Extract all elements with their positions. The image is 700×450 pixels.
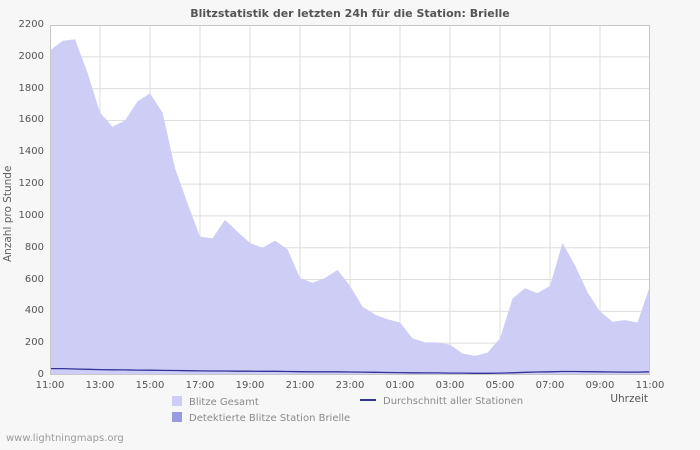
legend-label-detektierte: Detektierte Blitze Station Brielle [189,413,351,424]
watermark-url: www.lightningmaps.org [6,433,124,444]
y-tick-label: 2200 [18,19,44,30]
x-tick-label: 21:00 [285,380,315,391]
x-tick-label: 23:00 [335,380,365,391]
x-tick-label: 05:00 [485,380,515,391]
x-tick-label: 13:00 [85,380,115,391]
y-tick-label: 1800 [18,82,44,94]
x-tick-label: 11:00 [635,380,665,391]
y-tick-label: 2000 [18,50,44,62]
x-tick-label: 19:00 [235,380,265,391]
y-tick-label: 0 [37,369,44,380]
legend-item-detektierte: Detektierte Blitze Station Brielle [172,412,350,424]
x-axis-label: Uhrzeit [610,393,648,405]
x-tick-label: 07:00 [535,380,565,391]
y-tick-label: 1600 [18,114,44,126]
y-tick-label: 400 [24,305,44,317]
chart-plot-area [50,25,650,375]
legend-line-durchschnitt [360,399,376,401]
y-tick-label: 200 [24,337,44,349]
x-tick-label: 17:00 [185,380,215,391]
x-tick-label: 09:00 [585,380,615,391]
legend-item-durchschnitt: Durchschnitt aller Stationen [360,396,523,408]
x-tick-label: 11:00 [35,380,65,391]
legend-swatch-detektierte [172,412,182,422]
y-tick-label: 1000 [18,209,44,221]
legend-swatch-blitze-gesamt [172,396,182,406]
x-tick-label: 01:00 [385,380,415,391]
y-tick-label: 600 [24,273,44,285]
x-tick-label: 15:00 [135,380,165,391]
y-tick-label: 800 [24,241,44,253]
legend-label-blitze-gesamt: Blitze Gesamt [189,397,259,408]
chart-title: Blitzstatistik der letzten 24h für die S… [190,7,510,20]
y-tick-label: 1200 [18,178,44,190]
x-tick-label: 03:00 [435,380,465,391]
legend-item-blitze-gesamt: Blitze Gesamt [172,396,259,408]
y-tick-label: 1400 [18,146,44,158]
legend-label-durchschnitt: Durchschnitt aller Stationen [383,396,524,407]
